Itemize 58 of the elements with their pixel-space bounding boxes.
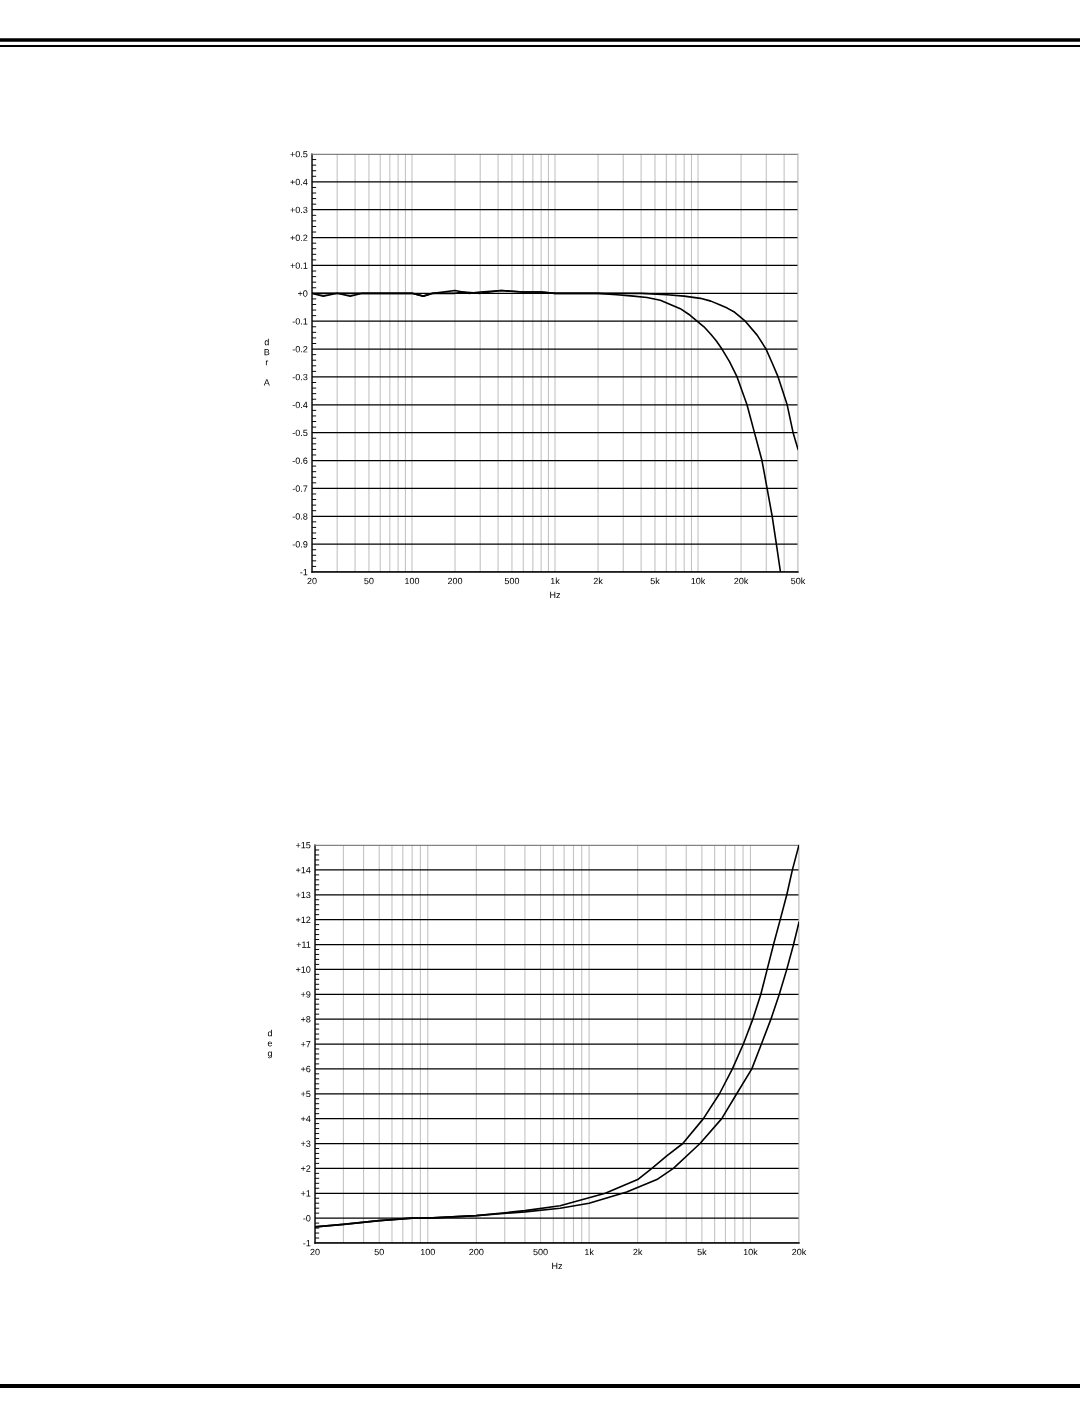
y-tick-label: -1	[303, 1240, 311, 1247]
y-tick-label: -0.6	[292, 457, 308, 464]
y-tick-label: +4	[300, 1115, 311, 1122]
x-tick-label: 100	[405, 577, 420, 585]
y-tick-label: +0.2	[290, 234, 308, 241]
x-tick-label: 1k	[585, 1248, 594, 1256]
x-tick-label: 50	[364, 577, 374, 585]
x-tick-label: 20	[310, 1248, 320, 1256]
y-tick-label: -1	[300, 569, 308, 576]
y-tick-label: +7	[300, 1041, 311, 1048]
y-tick-label: -0.2	[292, 346, 308, 353]
y-tick-label: +15	[295, 842, 311, 849]
x-tick-label: 50k	[791, 577, 806, 585]
x-tick-label: 2k	[593, 577, 603, 585]
y-tick-label: +6	[300, 1065, 311, 1073]
y-tick-label: +0.3	[290, 206, 308, 214]
y-tick-label: +12	[295, 916, 311, 923]
text: dBr A	[263, 338, 270, 386]
x-tick-label: 20	[307, 577, 317, 585]
x-tick-label: 200	[447, 577, 463, 585]
y-tick-label: -0.1	[292, 318, 308, 325]
y-tick-label: +1	[300, 1190, 311, 1197]
y-tick-label: +13	[295, 891, 311, 899]
x-tick-label: 1k	[550, 577, 560, 585]
x-tick-label: 500	[533, 1248, 548, 1256]
y-tick-label: -0.9	[292, 541, 308, 548]
y-tick-label: +11	[296, 941, 311, 948]
x-tick-label: 500	[504, 577, 520, 585]
x-tick-label: 20k	[792, 1248, 807, 1256]
y-tick-label: -0.8	[292, 513, 308, 520]
x-tick-label: 200	[469, 1248, 484, 1256]
x-tick-label: 5k	[697, 1248, 707, 1256]
x-tick-label: 5k	[650, 577, 660, 585]
y-tick-label: +0.5	[290, 150, 308, 158]
y-tick-label: +0.4	[290, 178, 308, 186]
y-tick-label: -0.4	[292, 401, 308, 409]
y-tick-label: -0	[303, 1215, 311, 1222]
x-tick-label: 50	[374, 1248, 384, 1256]
y-tick-label: +9	[300, 991, 311, 998]
x-tick-label: 2k	[633, 1248, 643, 1256]
y-tick-label: +0	[297, 290, 308, 297]
y-tick-label: -0.3	[292, 373, 308, 381]
y-tick-label: +10	[295, 966, 311, 973]
y-tick-label: +5	[300, 1090, 311, 1098]
x-axis-title: Hz	[552, 1262, 563, 1270]
y-tick-label: -0.5	[292, 429, 308, 437]
x-axis-title: Hz	[550, 591, 561, 599]
x-tick-label: 10k	[691, 577, 706, 585]
x-tick-label: 20k	[734, 577, 749, 585]
y-tick-label: +0.1	[290, 262, 308, 269]
y-tick-label: +2	[300, 1165, 311, 1172]
x-tick-label: 10k	[743, 1248, 758, 1256]
y-axis-title: deg	[267, 1029, 273, 1059]
y-tick-label: +8	[300, 1016, 311, 1023]
x-tick-label: 100	[420, 1248, 435, 1256]
y-tick-label: +3	[300, 1140, 311, 1147]
y-tick-label: +14	[295, 866, 311, 874]
y-tick-label: -0.7	[292, 485, 308, 492]
